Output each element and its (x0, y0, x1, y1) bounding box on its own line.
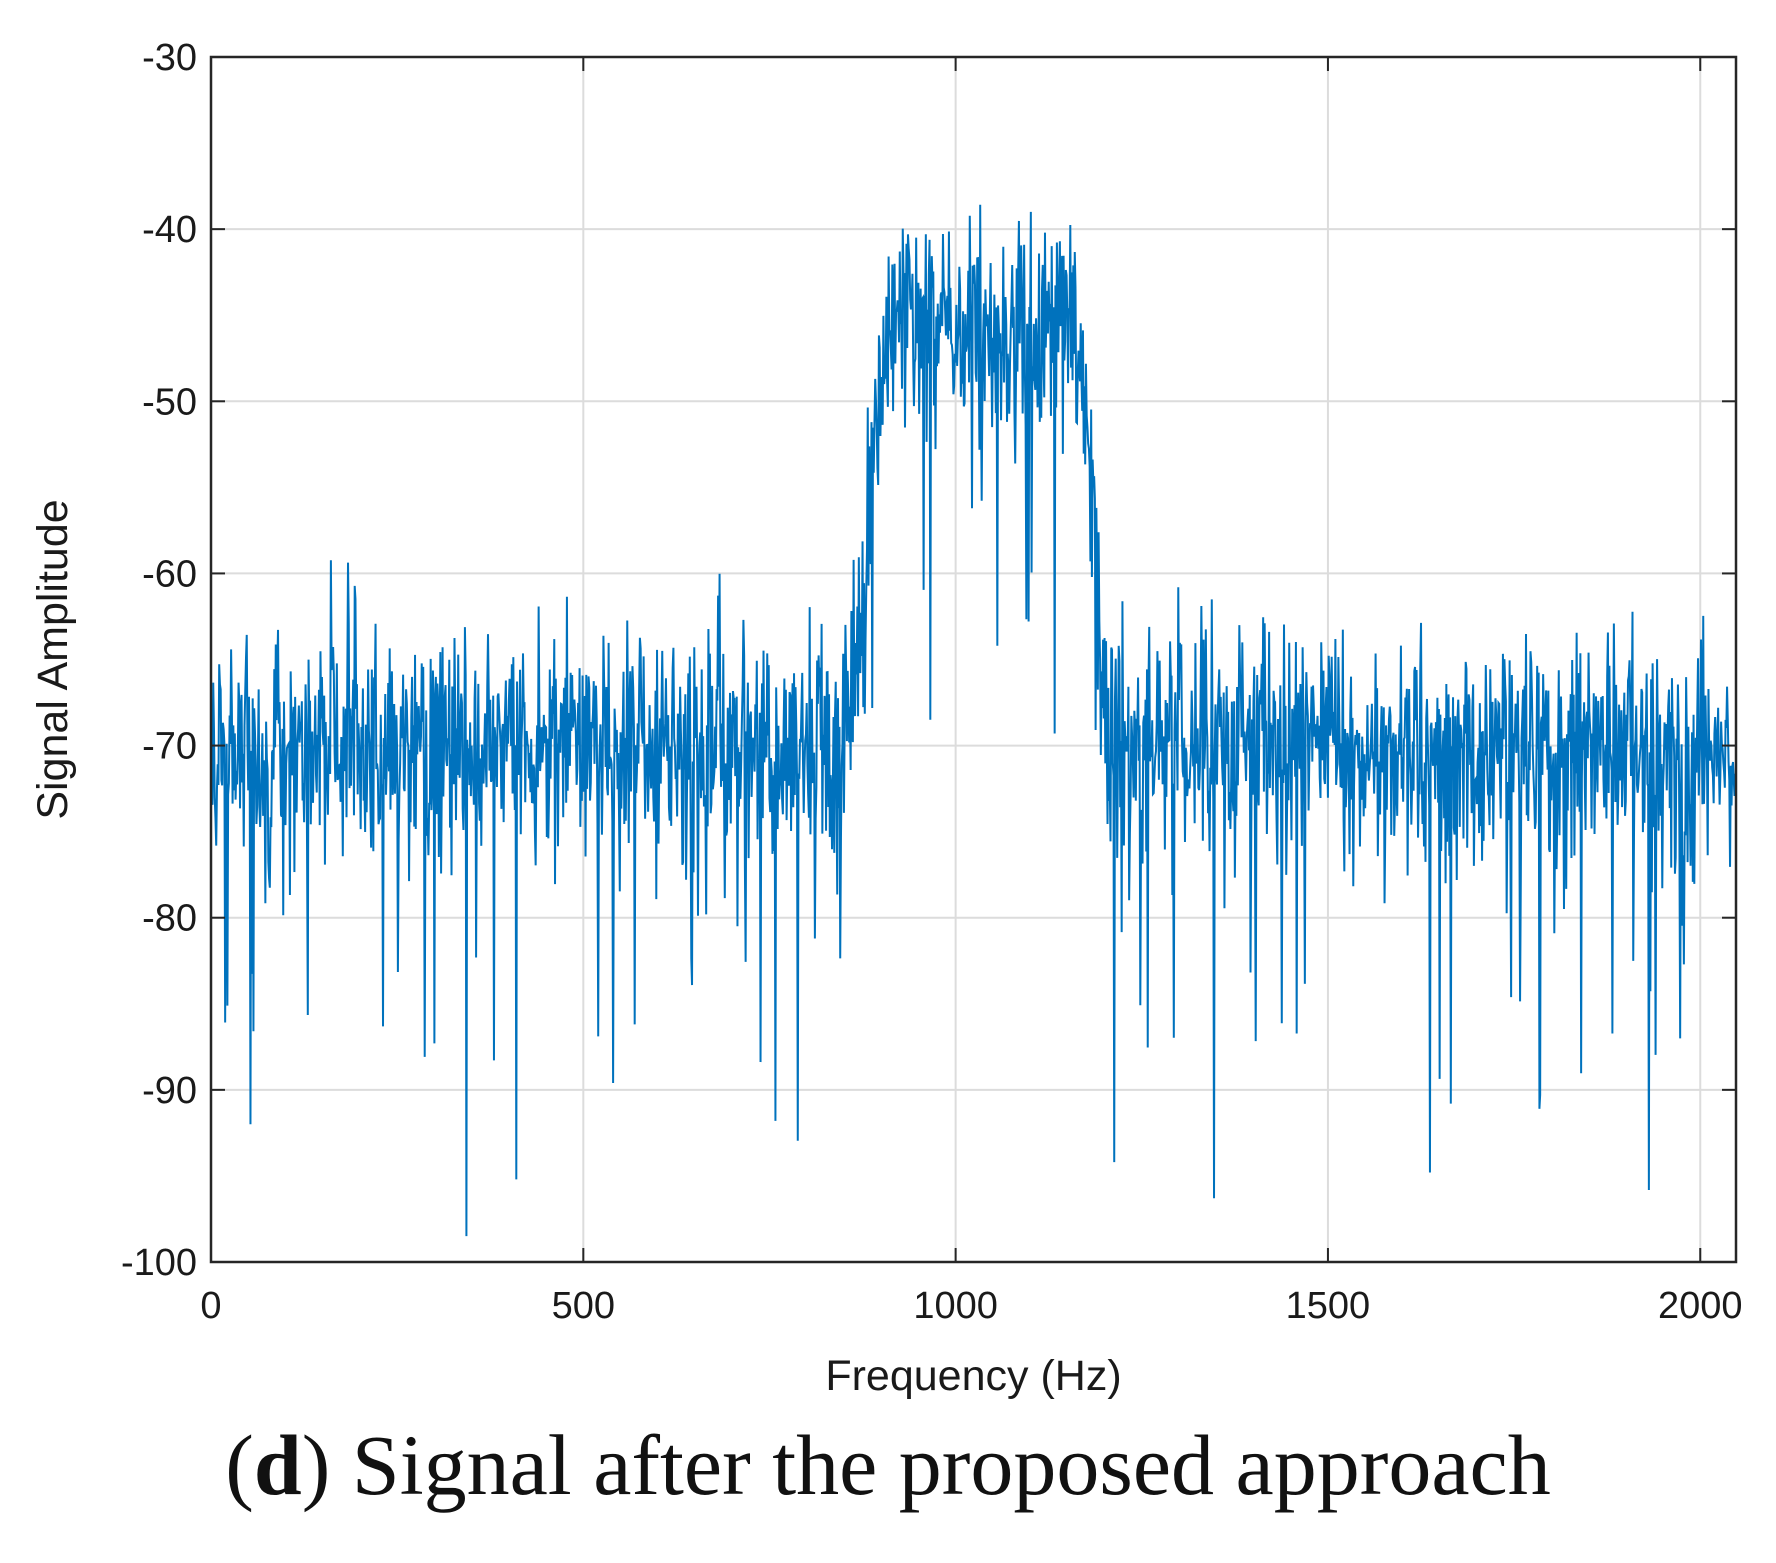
axis-ticks (210, 56, 1736, 1263)
y-tick-label: -100 (121, 1242, 197, 1284)
x-tick-label: 1500 (1286, 1285, 1371, 1327)
y-tick-label: -60 (142, 553, 197, 595)
plot-frame (209, 55, 1738, 1264)
x-tick-label: 0 (200, 1285, 221, 1327)
x-tick-label: 500 (552, 1285, 615, 1327)
x-tick-label: 2000 (1658, 1285, 1743, 1327)
spectrum-chart: 0 500 1000 1500 2000 -100 -90 -80 -70 -60 -50 -40 -3… (29, 37, 1743, 1400)
axis-tick-labels: 0 500 1000 1500 2000 -100 -90 -80 -70 -60 -50 -40 -3… (121, 37, 1743, 1327)
x-axis-label: Frequency (Hz) (825, 1352, 1121, 1400)
signal-series-line (210, 204, 1737, 1237)
x-tick-label: 1000 (913, 1285, 998, 1327)
y-tick-label: -40 (142, 209, 197, 251)
y-tick-label: -80 (142, 898, 197, 940)
caption-open-paren: ( (225, 1417, 254, 1513)
caption-close-paren: ) (301, 1417, 331, 1513)
caption-text: Signal after the proposed approach (330, 1417, 1551, 1513)
y-axis-label: Signal Amplitude (29, 499, 77, 819)
y-tick-label: -30 (142, 37, 197, 79)
figure-caption: (d) Signal after the proposed approach (0, 1415, 1776, 1515)
y-tick-label: -70 (142, 726, 197, 768)
caption-letter: d (253, 1417, 302, 1513)
y-tick-label: -50 (142, 381, 197, 423)
y-tick-label: -90 (142, 1070, 197, 1112)
